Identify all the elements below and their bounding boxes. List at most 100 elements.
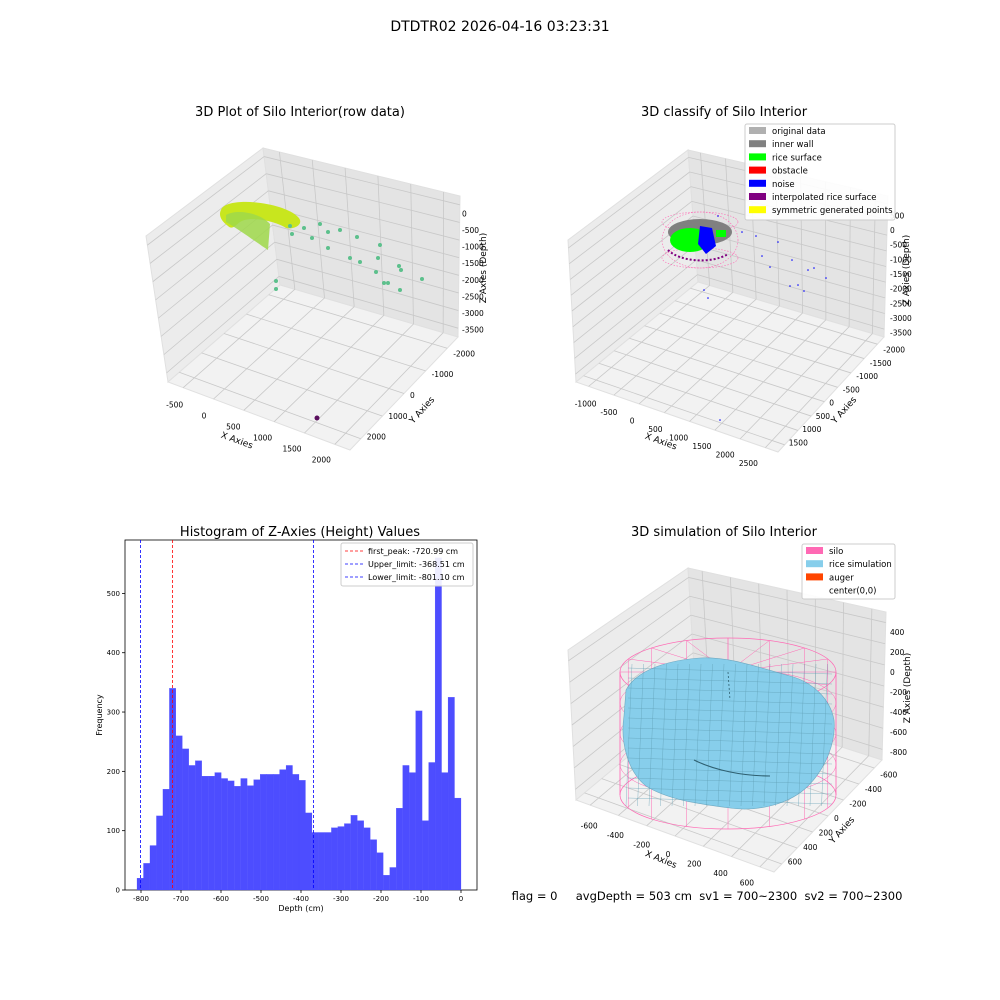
hist-bar: [422, 820, 429, 891]
hist-bar: [208, 776, 215, 891]
z-tick-label: -1000: [890, 255, 912, 264]
hist-bar: [136, 878, 144, 891]
raw-point-cloud: [220, 201, 424, 421]
grid-line: [149, 173, 267, 264]
z-tick-label: -500: [462, 226, 479, 235]
grid-line: [158, 224, 273, 319]
hist-y-tick-label: 300: [107, 709, 120, 717]
hist-bar: [370, 839, 377, 891]
raw-outlier-point: [314, 415, 320, 421]
grid-line: [201, 352, 383, 417]
grid-line: [739, 326, 850, 440]
sim-mesh-line: [729, 663, 736, 807]
grid-line: [588, 285, 710, 387]
classify-noise-point: [791, 259, 793, 261]
classify-legend-swatch: [749, 179, 766, 187]
classify-noise-point: [769, 266, 771, 268]
x-tick-label: -600: [581, 822, 598, 831]
classify-legend-label: inner wall: [772, 140, 813, 150]
x-tick-label: 2000: [716, 450, 735, 459]
grid-line: [276, 258, 459, 311]
grid-line: [571, 633, 693, 726]
classify-noise-block: [698, 226, 716, 254]
sim-mesh-line: [627, 697, 833, 705]
sim-mesh-line: [671, 663, 679, 807]
x-tick-label: 2000: [312, 456, 331, 465]
hist-x-tick-label: -400: [293, 895, 309, 903]
z-tick-label: -1500: [462, 259, 484, 268]
grid-line: [160, 241, 275, 337]
hist-bar: [441, 772, 449, 891]
classify-silo-bottom: [661, 247, 739, 269]
hist-bar: [253, 779, 261, 891]
z-tick-label: -200: [890, 688, 907, 697]
raw-sparse-point: [355, 235, 359, 239]
hist-bar: [201, 776, 209, 891]
hist-bar: [305, 812, 313, 891]
hist-bar: [318, 832, 326, 891]
hist-title: Histogram of Z-Axies (Height) Values: [180, 525, 420, 540]
grid-line: [569, 595, 690, 683]
hist-bar: [221, 778, 228, 891]
grid-line: [410, 183, 414, 325]
panel-classify-3d-plot: 3D classify of Silo Interior -1000-50005…: [567, 105, 912, 468]
sim-x-axis-label: X Axies: [643, 849, 678, 871]
grid-line: [690, 614, 885, 666]
grid-line: [690, 287, 878, 345]
sim-mesh-line: [763, 663, 771, 807]
hist-bar: [298, 780, 306, 891]
sim-legend: [801, 543, 896, 600]
grid-line: [691, 200, 887, 252]
hist-vlines: [140, 540, 314, 890]
z-tick-label: -500: [890, 241, 907, 250]
z-tick-label: -3000: [890, 314, 912, 323]
classify-floor-pane: [574, 281, 885, 453]
raw-sparse-point: [310, 236, 314, 240]
grid-line: [574, 259, 697, 359]
raw-sparse-point: [274, 287, 278, 291]
hist-bar: [402, 765, 410, 891]
classify-noise-point: [777, 241, 779, 243]
grid-line: [695, 244, 886, 299]
raw-x-ticks: -500 0 500 1000 1500 2000: [166, 401, 331, 465]
grid-line: [179, 371, 361, 440]
grid-line: [638, 298, 757, 405]
classify-noise-point: [797, 284, 799, 286]
raw-sparse-point: [288, 224, 292, 228]
grid-line: [629, 337, 825, 403]
grid-line: [163, 259, 278, 355]
hist-bar: [227, 780, 235, 891]
classify-legend-swatch: [749, 206, 766, 214]
hist-y-tick-label: 500: [107, 590, 120, 598]
classify-silo-wire: [661, 211, 739, 269]
sim-mesh-line: [775, 663, 782, 807]
classify-legend-swatch: [749, 193, 766, 200]
hist-legend-label: Lower_limit: -801.10 cm: [368, 573, 465, 582]
raw-sparse-point: [420, 277, 424, 281]
classify-noise-point: [789, 285, 791, 287]
x-tick-label: 1500: [282, 445, 301, 454]
raw-sparse-point: [398, 288, 402, 292]
classify-noise-point: [707, 297, 709, 299]
y-tick-label: 500: [816, 412, 831, 421]
classify-y-ticks: 1500 1000 500 0 -500 -1000 -1500 -2000: [789, 346, 906, 448]
hist-y-tick-label: 400: [107, 649, 120, 657]
sim-legend-swatch: [806, 560, 823, 568]
hist-y-axis-label: Frequency: [95, 694, 104, 736]
z-tick-label: -800: [890, 748, 907, 757]
classify-interpolated-surface: [667, 249, 729, 262]
hist-bar: [434, 557, 442, 891]
x-tick-label: 500: [648, 425, 663, 434]
classify-legend-swatch: [749, 166, 766, 174]
classify-noise-point: [825, 277, 827, 279]
hist-bar: [143, 863, 151, 891]
classify-noise-point: [719, 419, 721, 421]
x-tick-label: 0: [666, 850, 671, 859]
sim-mesh-line: [627, 757, 833, 765]
grid-line: [223, 333, 405, 394]
sim-mesh-line: [627, 777, 833, 785]
sim-legend-swatch: [806, 573, 823, 581]
raw-sparse-point: [386, 281, 390, 285]
hist-bar: [415, 710, 423, 891]
hist-bar: [169, 688, 176, 891]
